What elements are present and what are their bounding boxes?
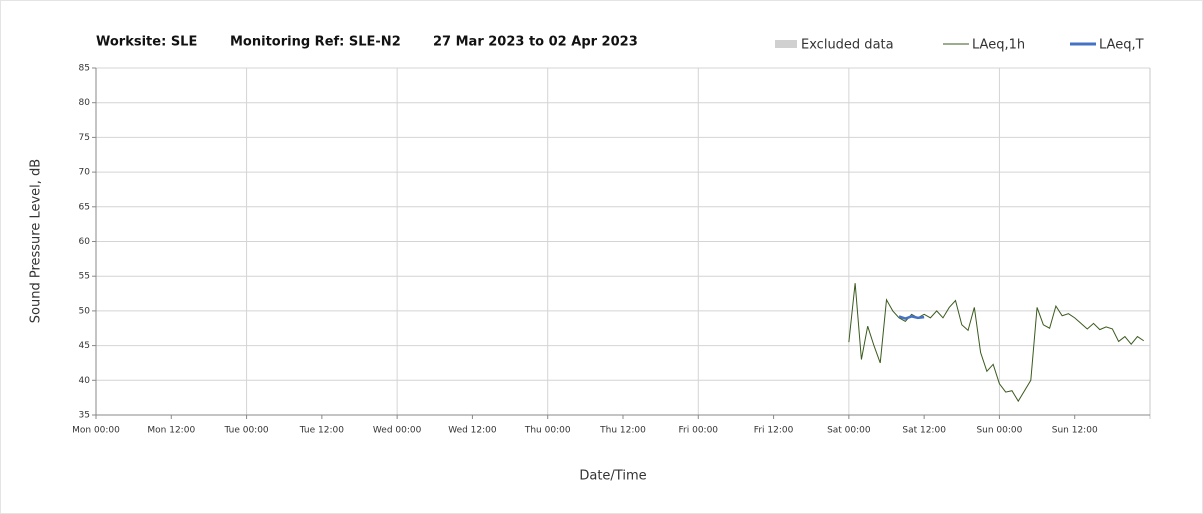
chart-title: Monitoring Ref: SLE-N2 [230, 35, 401, 50]
y-axis-label: Sound Pressure Level, dB [29, 159, 44, 323]
y-tick-label: 60 [79, 237, 91, 247]
data-line [848, 283, 1145, 403]
x-tick-label: Fri 00:00 [679, 426, 719, 436]
y-tick-label: 55 [79, 272, 90, 282]
x-tick-label: Fri 12:00 [754, 426, 794, 436]
x-tick-label: Sun 00:00 [976, 426, 1022, 436]
y-tick-label: 45 [79, 341, 90, 351]
legend-label: Excluded data [801, 38, 894, 53]
x-tick-label: Thu 00:00 [524, 426, 571, 436]
x-axis-label: Date/Time [579, 469, 646, 484]
legend-label: LAeq,1h [972, 38, 1025, 53]
x-tick-label: Sun 12:00 [1052, 426, 1098, 436]
x-tick-label: Mon 00:00 [72, 426, 120, 436]
chart-title: 27 Mar 2023 to 02 Apr 2023 [433, 35, 638, 50]
y-tick-label: 75 [79, 133, 90, 143]
y-tick-label: 40 [79, 376, 91, 386]
data-line [898, 315, 925, 320]
y-tick-label: 65 [79, 202, 90, 212]
x-tick-label: Sat 12:00 [902, 426, 946, 436]
y-tick-label: 80 [79, 98, 91, 108]
legend-label: LAeq,T [1099, 38, 1144, 53]
y-tick-label: 70 [79, 168, 91, 178]
x-tick-label: Wed 00:00 [373, 426, 422, 436]
y-tick-label: 50 [79, 306, 91, 316]
x-tick-label: Tue 00:00 [223, 426, 268, 436]
chart-title: Worksite: SLE [96, 35, 197, 50]
y-tick-label: 35 [79, 411, 90, 421]
x-tick-label: Mon 12:00 [147, 426, 195, 436]
x-tick-label: Thu 12:00 [599, 426, 646, 436]
x-tick-label: Wed 12:00 [448, 426, 497, 436]
x-tick-label: Tue 12:00 [299, 426, 344, 436]
y-tick-label: 85 [79, 64, 90, 74]
legend-swatch [775, 40, 797, 48]
x-tick-label: Sat 00:00 [827, 426, 871, 436]
